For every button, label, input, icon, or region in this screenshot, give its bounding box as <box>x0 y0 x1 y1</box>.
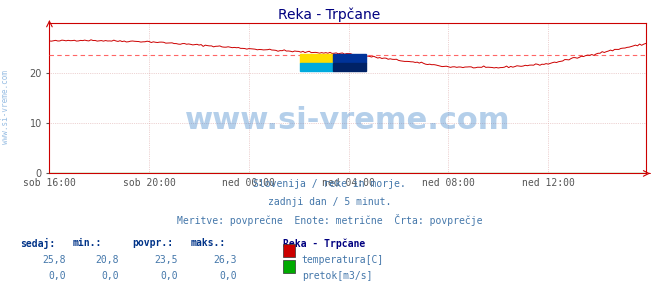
Text: 25,8: 25,8 <box>42 255 66 265</box>
Bar <box>333 63 366 71</box>
Text: pretok[m3/s]: pretok[m3/s] <box>302 271 372 281</box>
Text: 0,0: 0,0 <box>101 271 119 281</box>
Text: 26,3: 26,3 <box>214 255 237 265</box>
Text: maks.:: maks.: <box>191 238 226 248</box>
Text: www.si-vreme.com: www.si-vreme.com <box>1 70 10 144</box>
Text: Meritve: povprečne  Enote: metrične  Črta: povprečje: Meritve: povprečne Enote: metrične Črta:… <box>177 214 482 226</box>
Text: Slovenija / reke in morje.: Slovenija / reke in morje. <box>253 179 406 189</box>
Text: www.si-vreme.com: www.si-vreme.com <box>185 106 510 135</box>
Text: 0,0: 0,0 <box>48 271 66 281</box>
Text: zadnji dan / 5 minut.: zadnji dan / 5 minut. <box>268 197 391 206</box>
Text: min.:: min.: <box>72 238 102 248</box>
Text: povpr.:: povpr.: <box>132 238 173 248</box>
Text: 20,8: 20,8 <box>95 255 119 265</box>
Text: 0,0: 0,0 <box>160 271 178 281</box>
Bar <box>300 54 333 63</box>
Text: sedaj:: sedaj: <box>20 238 55 249</box>
Text: 0,0: 0,0 <box>219 271 237 281</box>
Text: 23,5: 23,5 <box>154 255 178 265</box>
Bar <box>333 54 366 63</box>
Text: Reka - Trpčane: Reka - Trpčane <box>283 238 366 249</box>
Text: temperatura[C]: temperatura[C] <box>302 255 384 265</box>
Bar <box>300 63 333 71</box>
Text: Reka - Trpčane: Reka - Trpčane <box>278 7 381 21</box>
